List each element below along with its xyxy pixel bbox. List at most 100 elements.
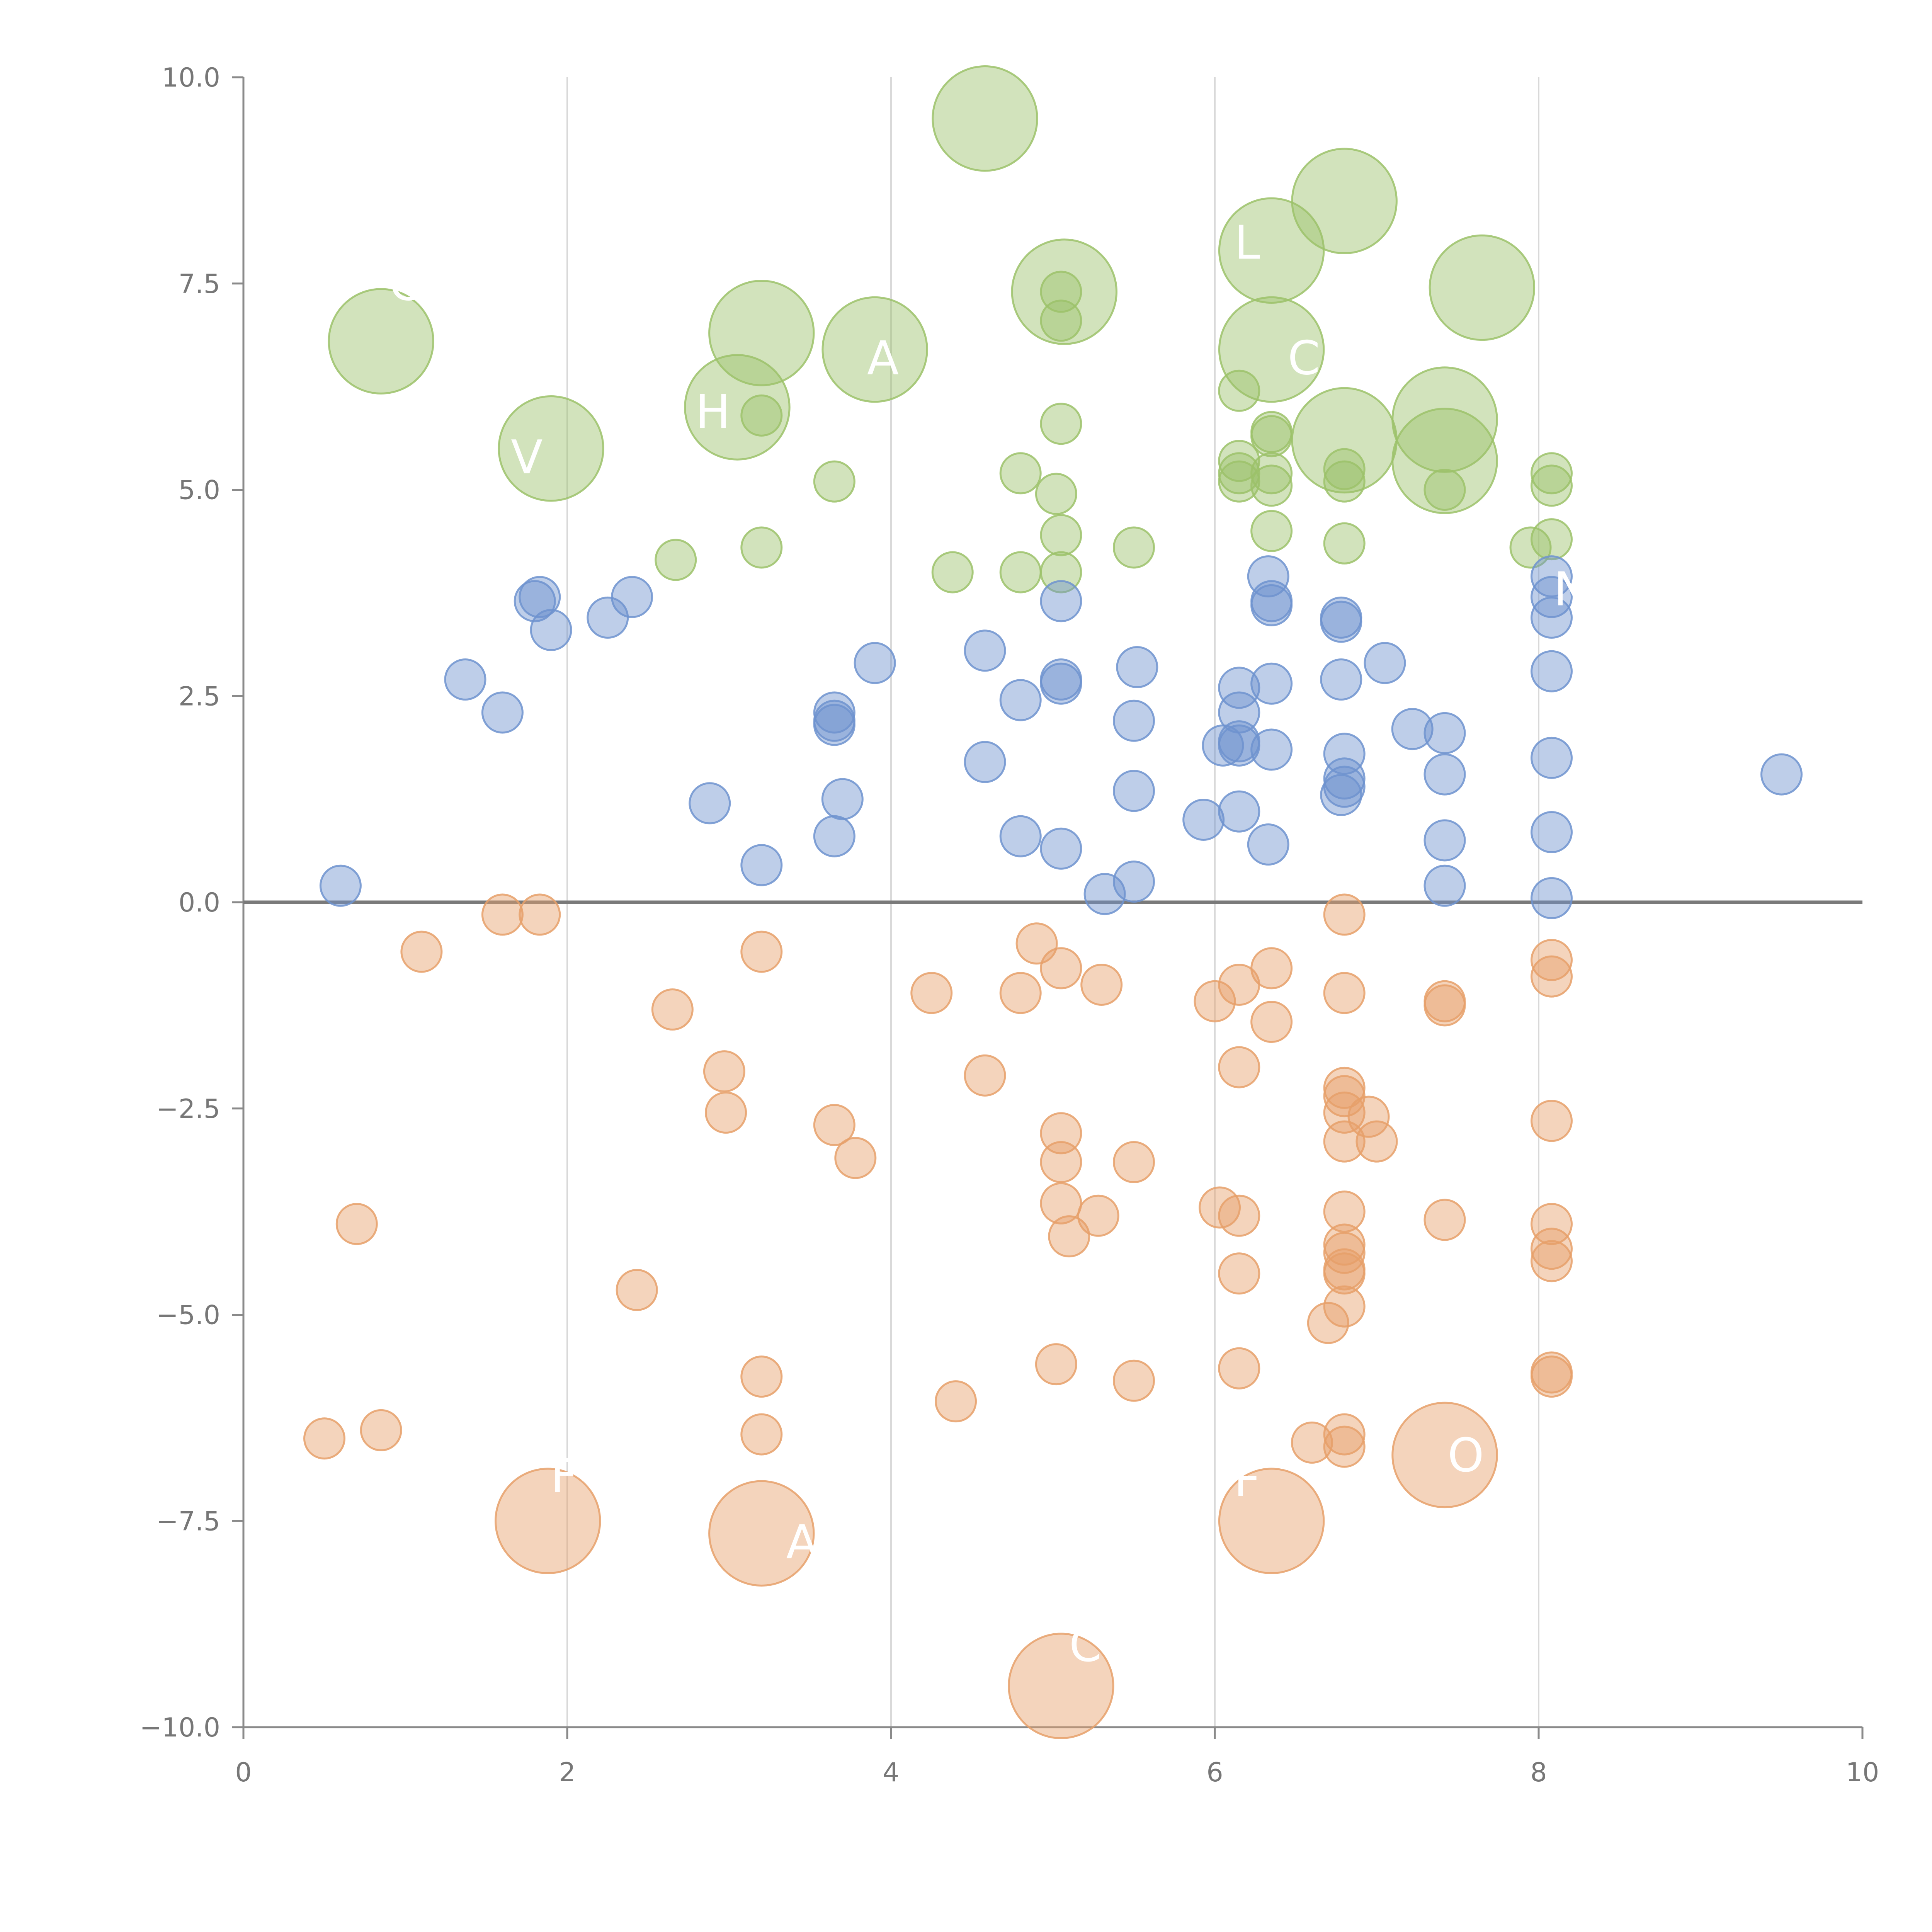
data-point-upper — [1040, 270, 1082, 313]
data-point-upper — [655, 539, 697, 581]
data-point-middle — [999, 815, 1042, 857]
data-point-lower — [651, 988, 694, 1031]
data-point-upper — [1040, 299, 1082, 342]
axis-layer: 10.0 7.5 5.0 2.5 0.0 −2.5 −5.0 −7.5 −10.0 0 2 4 6 8 10 — [140, 63, 1879, 1788]
data-point-lower — [1218, 1347, 1260, 1389]
data-point-lower — [964, 1054, 1006, 1097]
data-point-upper — [328, 288, 434, 395]
data-point-lower — [1347, 1095, 1390, 1138]
data-point-middle — [1218, 724, 1260, 767]
x-tick-label: 8 — [1530, 1757, 1547, 1788]
data-point-lower — [1040, 1141, 1082, 1184]
data-point-lower — [1077, 1194, 1119, 1237]
data-point-middle — [1423, 753, 1466, 796]
x-tick-label: 2 — [559, 1757, 575, 1788]
data-point-middle — [1423, 819, 1466, 862]
data-point-upper — [1291, 148, 1398, 254]
data-point-upper — [1040, 514, 1082, 556]
data-point-middle — [1760, 753, 1803, 796]
data-point-lower — [999, 972, 1042, 1014]
data-point-upper — [813, 460, 855, 503]
data-point-middle — [1320, 774, 1362, 816]
data-point-upper — [1323, 522, 1366, 565]
data-point-lower — [1080, 964, 1123, 1006]
data-point-middle — [813, 815, 855, 857]
data-point-lower — [1423, 1199, 1466, 1241]
point-label: H — [696, 385, 730, 439]
data-point-upper — [1429, 234, 1536, 341]
data-point-upper — [1113, 526, 1155, 569]
data-point-middle — [1113, 861, 1155, 903]
data-point-upper — [708, 280, 815, 386]
data-point-lower — [1323, 1413, 1366, 1456]
data-point-upper — [1391, 366, 1498, 473]
data-point-middle — [964, 629, 1006, 672]
data-point-middle — [1364, 642, 1406, 684]
point-label: F — [1234, 1454, 1260, 1507]
point-label: A — [867, 332, 899, 386]
data-point-lower — [400, 930, 443, 973]
data-point-upper — [1531, 452, 1573, 495]
data-point-lower — [1040, 1112, 1082, 1155]
data-point-lower — [1194, 980, 1236, 1022]
data-point-lower — [1218, 1046, 1260, 1088]
data-point-middle — [1423, 864, 1466, 907]
data-point-upper — [931, 551, 974, 594]
data-point-upper — [1250, 464, 1293, 507]
data-point-upper — [1323, 448, 1366, 490]
data-point-lower — [740, 1413, 783, 1456]
data-point-middle — [821, 778, 864, 820]
y-tick-label: 10.0 — [162, 63, 220, 93]
series-layer — [303, 65, 1803, 1739]
data-point-upper — [1250, 452, 1293, 495]
data-point-lower — [1250, 947, 1293, 990]
x-tick-label: 0 — [235, 1757, 252, 1788]
y-tick-label: −10.0 — [140, 1713, 220, 1743]
data-point-upper — [1250, 415, 1293, 457]
data-point-middle — [1040, 827, 1082, 870]
point-label: C — [1288, 332, 1320, 386]
data-point-upper — [1531, 518, 1573, 561]
data-point-upper — [999, 551, 1042, 594]
point-label: C — [389, 257, 422, 311]
x-tick-label: 10 — [1846, 1757, 1879, 1788]
data-point-middle — [519, 576, 561, 618]
data-point-lower — [1391, 1401, 1498, 1509]
data-point-middle — [611, 576, 653, 618]
data-point-upper — [1011, 238, 1118, 345]
data-point-lower — [813, 1104, 855, 1146]
data-point-lower — [1008, 1633, 1114, 1739]
data-point-middle — [1323, 733, 1366, 775]
data-point-middle — [1531, 877, 1573, 919]
data-point-lower — [1218, 1194, 1260, 1237]
y-tick-label: −7.5 — [156, 1506, 220, 1537]
data-point-lower — [703, 1050, 745, 1093]
data-point-middle — [1250, 728, 1293, 771]
data-point-lower — [519, 893, 561, 936]
data-point-middle — [999, 679, 1042, 721]
data-point-middle — [1320, 600, 1362, 643]
data-point-lower — [1423, 984, 1466, 1027]
y-tick-label: −5.0 — [156, 1300, 220, 1331]
data-point-middle — [481, 691, 524, 734]
data-point-upper — [498, 395, 604, 502]
data-point-middle — [964, 741, 1006, 783]
data-point-lower — [1531, 939, 1573, 981]
data-point-lower — [935, 1380, 977, 1423]
data-point-lower — [1040, 947, 1082, 990]
data-point-upper — [1323, 460, 1366, 503]
data-point-lower — [1218, 1468, 1325, 1574]
data-point-middle — [689, 782, 731, 825]
data-point-lower — [708, 1480, 815, 1587]
data-point-lower — [335, 1203, 378, 1245]
y-tick-label: 0.0 — [179, 888, 220, 918]
data-point-lower — [1250, 1001, 1293, 1043]
data-point-lower — [1323, 972, 1366, 1014]
data-point-lower — [1323, 1425, 1366, 1468]
data-point-upper — [1040, 403, 1082, 445]
data-point-lower — [1048, 1215, 1090, 1258]
data-point-lower — [1113, 1141, 1155, 1184]
data-point-middle — [444, 658, 486, 701]
y-tick-label: 7.5 — [179, 269, 220, 299]
data-point-upper — [1423, 469, 1466, 511]
